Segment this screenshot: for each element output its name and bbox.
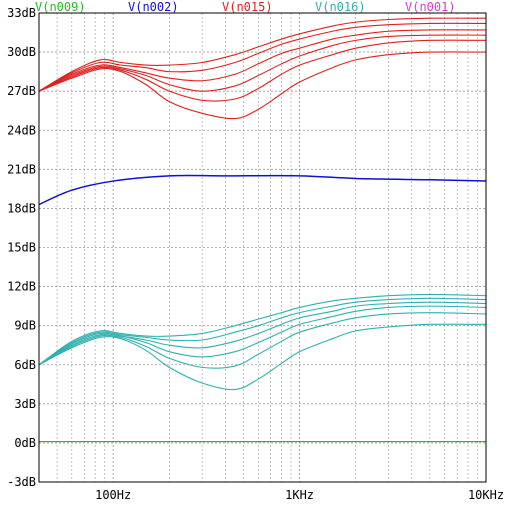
y-tick-label: 21dB xyxy=(7,162,36,176)
y-tick-label: 12dB xyxy=(7,280,36,294)
series-line-v-n015 xyxy=(38,34,487,92)
y-tick-label: 15dB xyxy=(7,241,36,255)
series-line-v-n002 xyxy=(38,174,487,206)
legend-entry: V(n016) xyxy=(315,0,366,14)
y-tick-label: 0dB xyxy=(14,436,36,450)
y-tick-label: 27dB xyxy=(7,84,36,98)
series-line-v-n015 xyxy=(38,22,487,92)
series-line-v-n016 xyxy=(38,301,487,366)
y-tick-label: 18dB xyxy=(7,201,36,215)
y-tick-label: 24dB xyxy=(7,123,36,137)
x-tick-label: 1KHz xyxy=(285,488,314,502)
series-line-v-n015 xyxy=(38,51,487,120)
series-line-v-n016 xyxy=(38,323,487,391)
x-tick-labels: 100Hz 1KHz 10KHz xyxy=(95,488,504,502)
y-tick-label: 6dB xyxy=(14,358,36,372)
y-tick-labels: 33dB 30dB 27dB 24dB 21dB 18dB 15dB 12dB 9dB 6dB 3d… xyxy=(7,6,36,489)
y-tick-label: -3dB xyxy=(7,475,36,489)
x-tick-label: 10KHz xyxy=(468,488,504,502)
series-line-v-n015 xyxy=(38,39,487,102)
y-tick-label: 9dB xyxy=(14,319,36,333)
series-line-v-n015 xyxy=(38,29,487,92)
plot-frame xyxy=(39,13,486,482)
y-tick-label: 33dB xyxy=(7,6,36,20)
legend-entry: V(n015) xyxy=(222,0,273,14)
y-tick-label: 30dB xyxy=(7,45,36,59)
legend-entry: V(n002) xyxy=(128,0,179,14)
plot-border xyxy=(38,12,487,483)
series-line-v-n015 xyxy=(38,17,487,92)
legend-entry: V(n001) xyxy=(405,0,456,14)
legend-entry: V(n009) xyxy=(35,0,86,14)
legend: V(n009) V(n002) V(n015) V(n016) V(n001) xyxy=(35,0,456,14)
y-tick-label: 3dB xyxy=(14,397,36,411)
series-lines xyxy=(38,17,487,443)
series-line-v-n016 xyxy=(38,297,487,366)
x-tick-label: 100Hz xyxy=(95,488,131,502)
series-line-v-n016 xyxy=(38,305,487,366)
series-line-v-n016 xyxy=(38,293,487,366)
series-line-v-n016 xyxy=(38,312,487,369)
